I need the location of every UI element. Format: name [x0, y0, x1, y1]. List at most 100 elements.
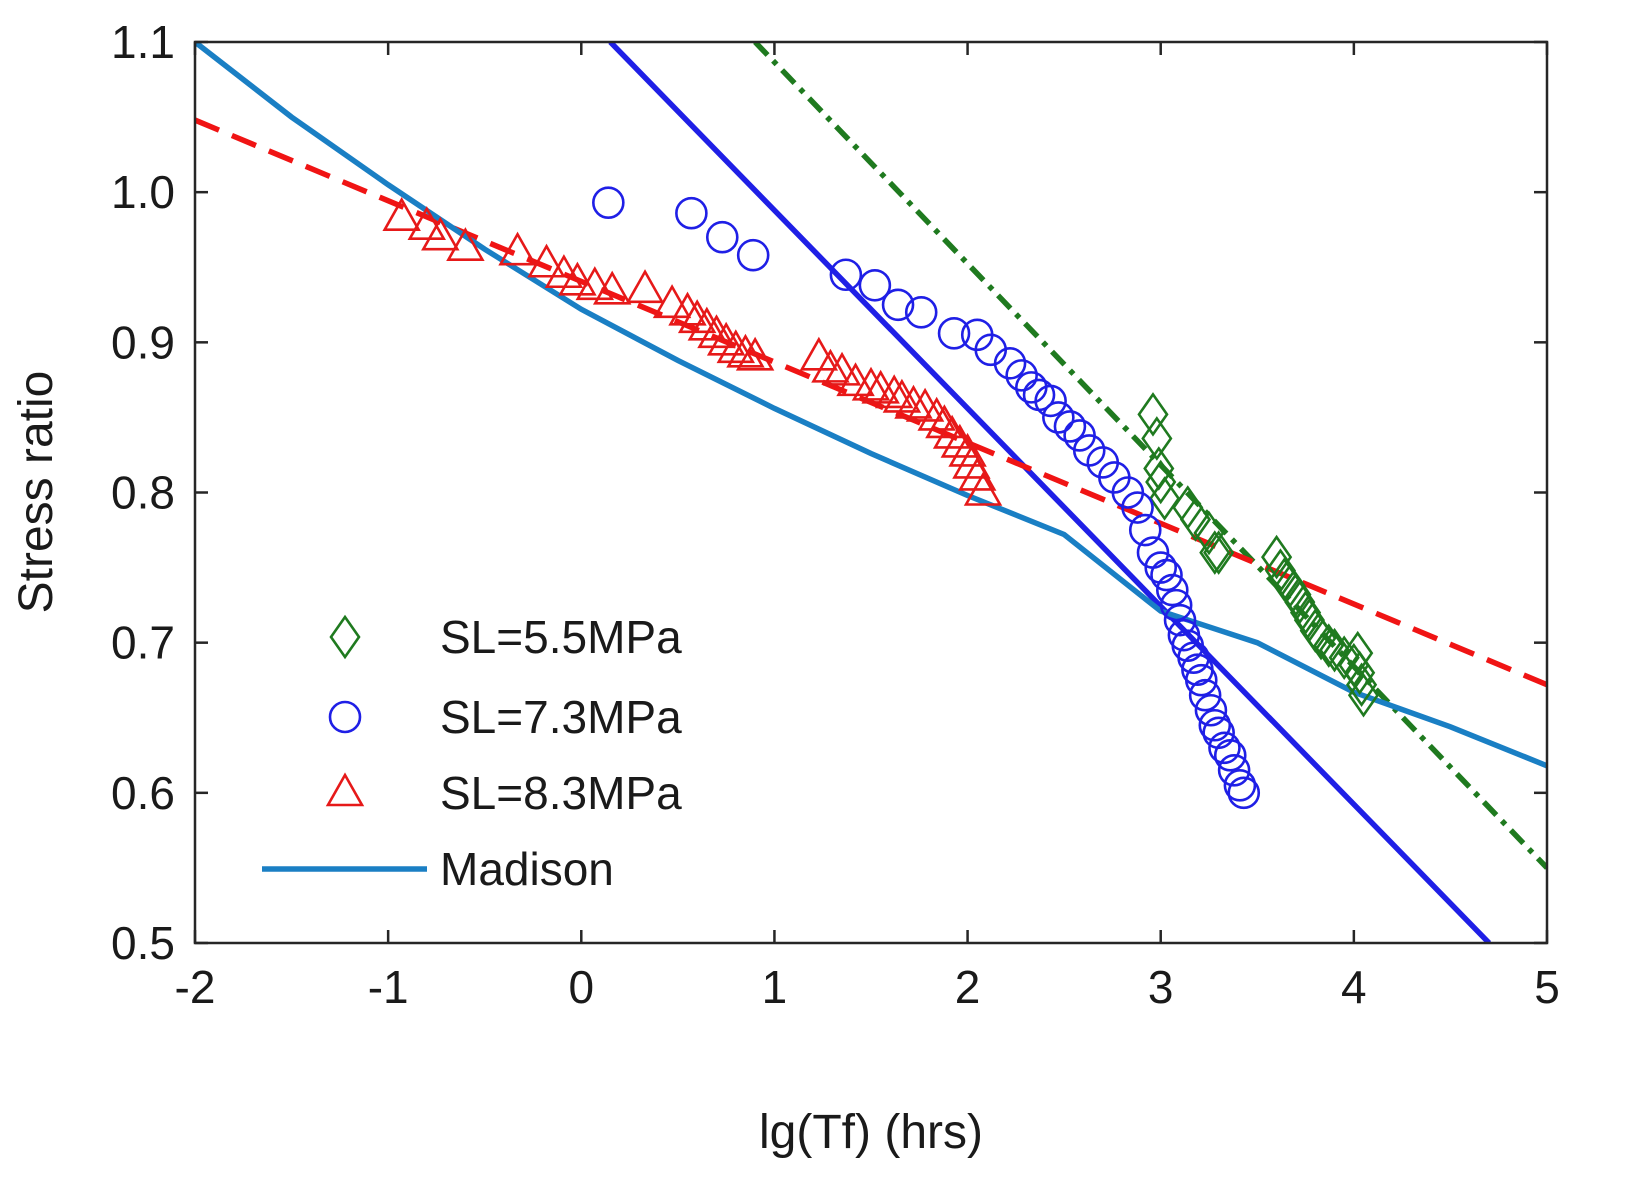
axis-ticks: -2 -1 0 1 2 3 4 5 0.5 0.6 0.7 0.8 0.9 1.0 1.1	[111, 16, 1560, 1013]
data-point-sl-8-3mpa	[592, 270, 632, 305]
data-point-sl-8-3mpa	[575, 266, 615, 301]
data-point-sl-8-3mpa	[917, 396, 956, 431]
data-point-sl-7-3mpa	[592, 186, 625, 219]
data-point-sl-8-3mpa	[407, 206, 447, 241]
data-point-sl-5-5mpa	[1203, 530, 1235, 575]
data-point-sl-7-3mpa	[1188, 678, 1222, 712]
data-point-sl-7-3mpa	[1198, 708, 1232, 742]
data-point-sl-5-5mpa	[1342, 630, 1374, 676]
legend-label-sl-8-3mpa: SL=8.3MPa	[440, 767, 682, 819]
data-point-sl-8-3mpa	[822, 351, 862, 386]
legend-label-madison: Madison	[440, 843, 614, 895]
data-point-sl-8-3mpa	[925, 404, 964, 439]
x-tick-label: -2	[175, 961, 216, 1013]
data-point-sl-5-5mpa	[1318, 627, 1351, 673]
data-point-sl-8-3mpa	[558, 261, 597, 296]
legend-swatch-sl-7-3mpa	[328, 700, 362, 734]
x-axis-label: lg(Tf) (hrs)	[759, 1106, 983, 1159]
series-line-madison	[195, 42, 1547, 769]
x-tick-label: 5	[1534, 961, 1560, 1013]
data-point-sl-7-3mpa	[1159, 588, 1193, 622]
y-tick-label: 0.5	[111, 917, 175, 969]
data-point-sl-7-3mpa	[1184, 663, 1218, 697]
data-point-sl-8-3mpa	[706, 321, 746, 356]
data-point-sl-8-3mpa	[687, 306, 727, 341]
data-point-sl-8-3mpa	[963, 471, 1003, 506]
data-point-sl-7-3mpa	[1208, 731, 1241, 765]
data-point-sl-5-5mpa	[1328, 635, 1360, 680]
data-point-sl-8-3mpa	[894, 384, 933, 419]
series-line-fit-5-5mpa	[753, 42, 1547, 870]
data-point-sl-5-5mpa	[1137, 392, 1169, 437]
data-point-sl-8-3mpa	[716, 329, 756, 364]
data-point-sl-7-3mpa	[829, 258, 863, 292]
y-tick-label: 1.0	[111, 166, 175, 218]
x-tick-label: 3	[1148, 961, 1174, 1013]
x-tick-label: -1	[368, 961, 409, 1013]
data-point-sl-8-3mpa	[527, 243, 566, 278]
legend-label-sl-7-3mpa: SL=7.3MPa	[440, 691, 682, 743]
data-point-sl-7-3mpa	[858, 268, 892, 302]
legend: SL=5.5MPa SL=7.3MPa SL=8.3MPa Madison	[262, 611, 682, 895]
data-point-sl-7-3mpa	[1177, 641, 1210, 674]
x-tick-label: 4	[1341, 961, 1367, 1013]
data-point-sl-8-3mpa	[948, 432, 987, 467]
data-point-sl-8-3mpa	[677, 299, 717, 334]
legend-swatch-sl-8-3mpa	[325, 772, 365, 807]
y-tick-label: 0.9	[111, 316, 175, 368]
data-point-sl-8-3mpa	[697, 314, 736, 349]
data-point-sl-7-3mpa	[1005, 359, 1038, 392]
data-point-sl-5-5mpa	[1347, 672, 1380, 718]
data-point-sl-5-5mpa	[1199, 530, 1231, 575]
data-point-sl-8-3mpa	[421, 216, 460, 251]
data-point-sl-5-5mpa	[1179, 497, 1212, 542]
data-point-sl-8-3mpa	[811, 348, 850, 383]
series-line-fit-7-3mpa	[608, 42, 1492, 943]
data-point-sl-7-3mpa	[881, 288, 915, 322]
data-point-sl-7-3mpa	[1227, 776, 1261, 810]
data-point-sl-7-3mpa	[1150, 558, 1183, 592]
data-point-sl-7-3mpa	[1194, 693, 1228, 727]
data-point-sl-8-3mpa	[735, 336, 775, 371]
data-point-sl-8-3mpa	[382, 197, 421, 231]
data-point-sl-5-5mpa	[1193, 510, 1225, 556]
legend-swatch-sl-5-5mpa	[329, 614, 361, 660]
data-point-sl-7-3mpa	[675, 196, 708, 230]
data-point-sl-8-3mpa	[882, 378, 922, 413]
data-point-sl-7-3mpa	[736, 238, 770, 272]
data-point-sl-7-3mpa	[1128, 513, 1162, 547]
legend-label-sl-5-5mpa: SL=5.5MPa	[440, 611, 682, 663]
data-point-sl-7-3mpa	[1213, 738, 1247, 772]
data-point-sl-7-3mpa	[1223, 769, 1257, 802]
x-tick-label: 0	[568, 961, 594, 1013]
data-point-sl-7-3mpa	[705, 220, 739, 254]
data-point-sl-7-3mpa	[1163, 603, 1197, 637]
data-point-sl-5-5mpa	[1141, 416, 1173, 461]
marker-layer	[382, 186, 1380, 810]
data-point-sl-7-3mpa	[993, 347, 1027, 380]
data-point-sl-8-3mpa	[957, 456, 997, 491]
data-point-sl-5-5mpa	[1344, 650, 1376, 695]
data-point-sl-8-3mpa	[668, 291, 707, 326]
x-tick-label: 1	[762, 961, 788, 1013]
data-point-sl-7-3mpa	[904, 295, 938, 329]
data-point-sl-8-3mpa	[446, 227, 485, 262]
data-point-sl-5-5mpa	[1305, 615, 1337, 661]
data-point-sl-8-3mpa	[726, 333, 765, 368]
data-point-sl-8-3mpa	[874, 374, 914, 409]
data-point-sl-8-3mpa	[932, 414, 972, 449]
data-point-sl-7-3mpa	[1156, 573, 1189, 607]
data-point-sl-7-3mpa	[1121, 491, 1154, 524]
data-point-sl-8-3mpa	[625, 269, 665, 304]
plot-marks	[195, 42, 1547, 943]
data-point-sl-5-5mpa	[1148, 476, 1181, 521]
data-point-sl-7-3mpa	[1042, 401, 1075, 434]
data-point-sl-7-3mpa	[1217, 754, 1251, 787]
data-point-sl-8-3mpa	[940, 423, 980, 458]
y-tick-label: 0.6	[111, 767, 175, 819]
data-point-sl-8-3mpa	[652, 284, 692, 319]
data-point-sl-5-5mpa	[1345, 662, 1378, 707]
data-point-sl-7-3mpa	[1034, 384, 1067, 418]
